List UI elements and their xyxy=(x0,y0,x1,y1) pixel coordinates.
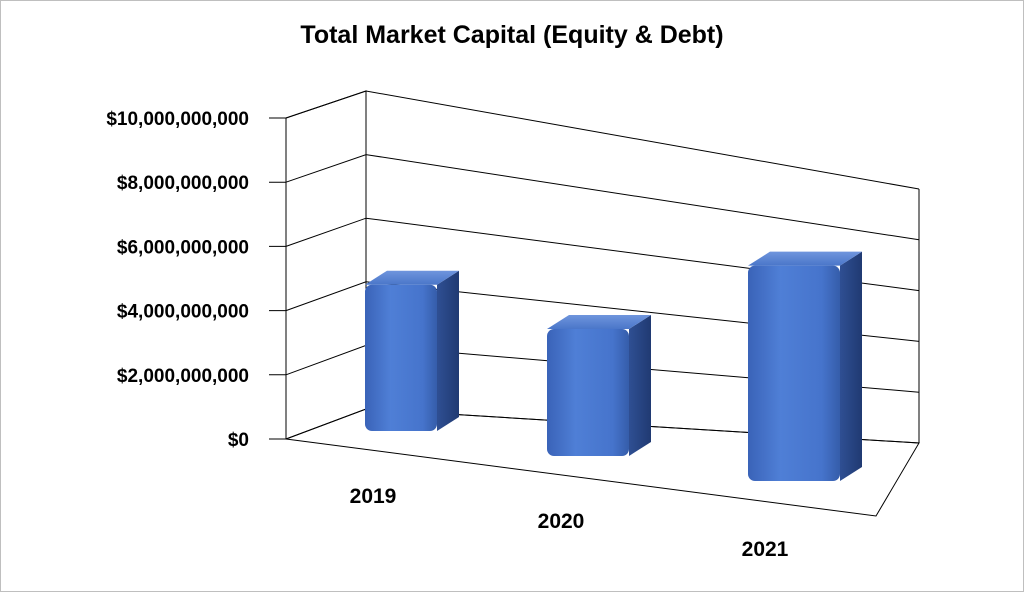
y-tick-label: $2,000,000,000 xyxy=(117,366,249,387)
x-tick-label: 2020 xyxy=(538,510,585,533)
gridline xyxy=(285,154,920,241)
bar-top xyxy=(748,251,862,266)
y-tick-label: $10,000,000,000 xyxy=(106,109,249,130)
chart-title: Total Market Capital (Equity & Debt) xyxy=(300,21,724,49)
y-tick-label: $6,000,000,000 xyxy=(117,237,249,258)
bar xyxy=(547,329,629,456)
bar-side xyxy=(437,270,459,431)
y-tick-label: $8,000,000,000 xyxy=(117,173,249,194)
bar-top xyxy=(365,270,459,285)
gridline xyxy=(285,281,920,342)
y-tick-label: $4,000,000,000 xyxy=(117,302,249,323)
bar-side xyxy=(840,251,862,481)
x-tick-label: 2021 xyxy=(742,538,789,561)
gridline xyxy=(285,90,920,190)
y-tick-label: $0 xyxy=(228,430,249,451)
left-wall xyxy=(285,90,367,439)
x-axis-labels: 2019 2020 2021 xyxy=(350,485,789,561)
bar-side xyxy=(629,315,651,456)
gridline xyxy=(285,217,920,292)
bar-series xyxy=(365,251,862,481)
bar xyxy=(748,265,840,481)
bar-top xyxy=(547,315,651,330)
y-axis-ticks: $0 $2,000,000,000 $4,000,000,000 $6,000,000… xyxy=(106,109,286,451)
bar xyxy=(365,284,437,431)
x-tick-label: 2019 xyxy=(350,485,397,508)
